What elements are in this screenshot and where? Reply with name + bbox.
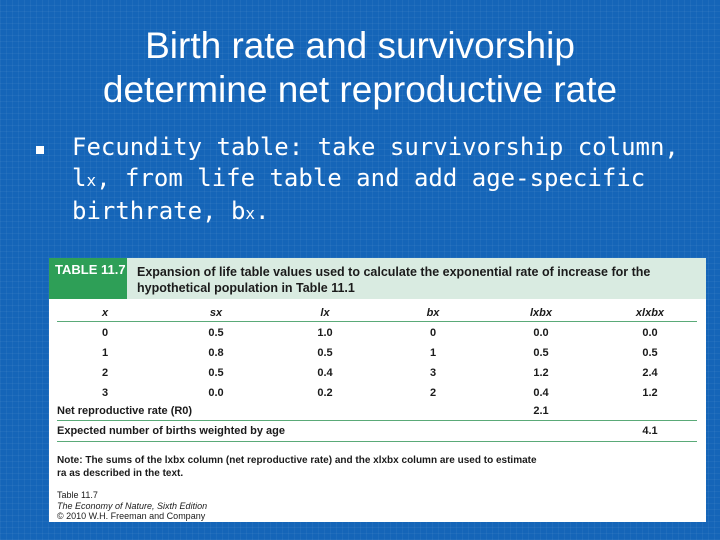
cell: 3 [429, 367, 437, 379]
bottom-rule [57, 441, 697, 442]
cell: 0.4 [317, 367, 333, 379]
cell: 0.5 [533, 347, 549, 359]
cell: 0 [101, 327, 109, 339]
bullet-text-part-2: , from life table and add age-specific b… [72, 164, 646, 225]
cell: 0.0 [533, 327, 549, 339]
cell: 0 [429, 327, 437, 339]
cell: 1.2 [533, 367, 549, 379]
expected-births-value: 4.1 [642, 425, 658, 437]
bullet-sub-1: x [86, 171, 97, 190]
column-header-x: x [101, 307, 109, 319]
cell: 1.0 [317, 327, 333, 339]
cell: 0.0 [642, 327, 658, 339]
cell: 0.4 [533, 387, 549, 399]
table-source: Table 11.7 The Economy of Nature, Sixth … [57, 490, 207, 522]
table-header-band: TABLE 11.7 Expansion of life table value… [49, 258, 706, 299]
title-line-1: Birth rate and survivorship [145, 25, 575, 66]
cell: 2 [429, 387, 437, 399]
bullet-text-part-3: . [255, 197, 270, 225]
cell: 0.0 [208, 387, 224, 399]
expected-births-label: Expected number of births weighted by ag… [57, 425, 285, 437]
square-bullet-icon [36, 146, 44, 154]
slide-title: Birth rate and survivorship determine ne… [0, 24, 720, 112]
header-rule [57, 321, 697, 322]
cell: 2.4 [642, 367, 658, 379]
source-line-3: © 2010 W.H. Freeman and Company [57, 511, 206, 521]
column-header-lx: lx [320, 307, 330, 319]
cell: 0.5 [208, 327, 224, 339]
cell: 0.5 [642, 347, 658, 359]
table-caption: Expansion of life table values used to c… [137, 265, 651, 295]
net-reproductive-value: 2.1 [533, 405, 549, 417]
column-header-bx: bx [426, 307, 440, 319]
table-label: TABLE 11.7 [49, 258, 127, 299]
cell: 1.2 [642, 387, 658, 399]
title-line-2: determine net reproductive rate [102, 69, 618, 110]
column-header-sx: sx [209, 307, 223, 319]
row-rule [57, 420, 697, 421]
bullet-text: Fecundity table: take survivorship colum… [72, 132, 706, 229]
cell: 3 [101, 387, 109, 399]
table-image: TABLE 11.7 Expansion of life table value… [49, 258, 706, 522]
table-note: Note: The sums of the lxbx column (net r… [57, 455, 537, 479]
cell: 1 [101, 347, 109, 359]
column-header-lxbx: lxbx [529, 307, 552, 319]
source-line-2: The Economy of Nature, Sixth Edition [57, 500, 208, 511]
bullet-item: Fecundity table: take survivorship colum… [36, 132, 706, 229]
cell: 2 [101, 367, 109, 379]
net-reproductive-label: Net reproductive rate (R0) [57, 405, 193, 417]
bullet-text-part-1: Fecundity table: take survivorship colum… [72, 133, 679, 192]
cell: 0.5 [208, 367, 224, 379]
cell: 1 [429, 347, 437, 359]
cell: 0.5 [317, 347, 333, 359]
bullet-sub-2: x [245, 204, 256, 223]
column-header-xlxbx: xlxbx [635, 307, 665, 319]
cell: 0.2 [317, 387, 333, 399]
cell: 0.8 [208, 347, 224, 359]
source-line-1: Table 11.7 [57, 490, 98, 500]
